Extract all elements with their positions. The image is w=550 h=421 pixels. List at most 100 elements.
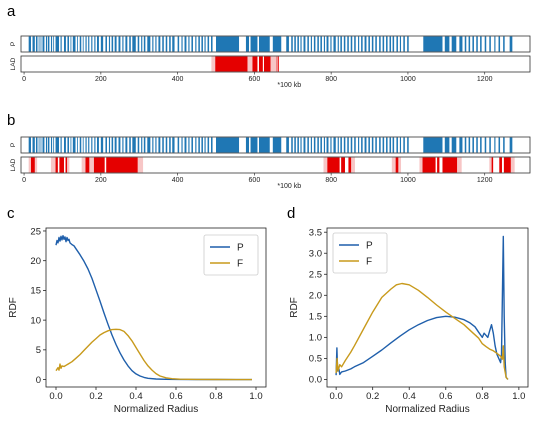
track-interval-p	[55, 36, 60, 52]
track-interval-p	[191, 137, 193, 153]
track-interval-p	[152, 36, 154, 52]
y-tick-label: 3.5	[309, 228, 322, 239]
track-interval-p	[77, 36, 78, 52]
track-interval-p	[323, 36, 326, 52]
track-interval-p	[368, 137, 370, 153]
track-interval-lad	[276, 56, 278, 72]
track-interval-faint-lad	[489, 157, 492, 173]
track-unit-label: *100 kb	[277, 183, 301, 190]
track-interval-p	[216, 137, 240, 153]
x-tick-label: 0.4	[403, 391, 416, 402]
track-interval-p	[216, 36, 240, 52]
track-tick-label: 0	[22, 76, 26, 83]
track-interval-p	[310, 36, 312, 52]
track-tick-label: 800	[325, 76, 337, 83]
x-tick-label: 1.0	[512, 391, 525, 402]
track-interval-p	[423, 36, 443, 52]
x-tick-label: 0.6	[169, 391, 182, 402]
track-interval-p	[313, 137, 316, 153]
track-interval-p	[82, 36, 84, 52]
track-interval-p	[105, 137, 107, 153]
track-interval-p	[198, 137, 200, 153]
track-interval-lad	[252, 56, 258, 72]
track-interval-p	[177, 137, 180, 153]
track-interval-p	[286, 36, 289, 52]
track-interval-p	[326, 36, 329, 52]
x-axis-label: Normalized Radius	[385, 404, 469, 415]
track-interval-p	[63, 137, 66, 153]
track-interval-p	[354, 36, 356, 52]
track-interval-p	[444, 36, 450, 52]
track-interval-p	[97, 36, 99, 52]
track-interval-p	[47, 137, 50, 153]
track-interval-p	[272, 137, 282, 153]
track-interval-faint-lad	[211, 56, 216, 72]
track-interval-p	[108, 36, 111, 52]
track-interval-p	[32, 137, 35, 153]
track-interval-p	[375, 137, 377, 153]
track-interval-p	[361, 36, 363, 52]
track-interval-p	[503, 36, 505, 52]
track-interval-p	[379, 36, 381, 52]
legend-box	[203, 234, 259, 276]
track-interval-p	[350, 137, 353, 153]
track-interval-p	[129, 36, 131, 52]
track-interval-p	[272, 36, 282, 52]
track-interval-p	[476, 36, 478, 52]
track-interval-p	[371, 36, 374, 52]
track-interval-p	[343, 137, 346, 153]
track-interval-p	[245, 36, 250, 52]
track-interval-p	[91, 137, 93, 153]
track-interval-p	[337, 36, 339, 52]
track-interval-p	[147, 36, 151, 52]
track-interval-p	[392, 36, 395, 52]
track-interval-lad	[491, 157, 494, 173]
y-tick-label: 15	[30, 286, 41, 297]
track-interval-p	[165, 36, 168, 52]
track-interval-lad	[395, 157, 399, 173]
track-interval-p	[297, 137, 299, 153]
track-interval-faint-lad	[137, 157, 144, 173]
track-interval-p	[53, 137, 55, 153]
track-interval-p	[258, 137, 270, 153]
track-interval-p	[114, 137, 117, 153]
track-interval-p	[480, 137, 482, 153]
y-tick-label: 10	[30, 315, 41, 326]
track-interval-p	[250, 137, 258, 153]
track-interval-p	[141, 36, 143, 52]
track-interval-p	[320, 36, 322, 52]
track-interval-p	[184, 137, 187, 153]
track-interval-p	[28, 36, 31, 52]
track-interval-p	[114, 36, 117, 52]
panel-letter-b: b	[7, 112, 15, 129]
track-interval-p	[108, 137, 111, 153]
track-interval-p	[165, 137, 168, 153]
track-interval-p	[211, 36, 213, 52]
track-interval-p	[132, 137, 136, 153]
track-tick-label: 1000	[400, 76, 416, 83]
track-interval-p	[32, 36, 35, 52]
track-interval-p	[503, 137, 505, 153]
track-tick-label: 200	[95, 177, 107, 184]
track-interval-p	[132, 36, 136, 52]
track-interval-p	[307, 137, 309, 153]
track-interval-lad	[503, 157, 511, 173]
track-tick-label: 200	[95, 76, 107, 83]
track-interval-p	[125, 36, 128, 52]
panel-letter-d: d	[287, 205, 295, 222]
track-interval-p	[38, 36, 40, 52]
track-interval-lad	[85, 157, 90, 173]
track-interval-faint-lad	[270, 56, 277, 72]
track-label-lad: LAD	[10, 158, 17, 171]
track-interval-p	[198, 36, 200, 52]
genome-tracks-panel-b: P LAD 0 200 400 600 800 1000 1200 *100 kb	[10, 136, 531, 190]
track-interval-faint-lad	[351, 157, 355, 173]
track-interval-p	[72, 137, 76, 153]
track-interval-p	[162, 137, 164, 153]
track-interval-p	[35, 36, 38, 52]
track-interval-p	[72, 36, 76, 52]
track-interval-p	[162, 36, 164, 52]
track-interval-p	[129, 137, 131, 153]
track-interval-p	[476, 137, 478, 153]
track-interval-p	[468, 36, 471, 52]
